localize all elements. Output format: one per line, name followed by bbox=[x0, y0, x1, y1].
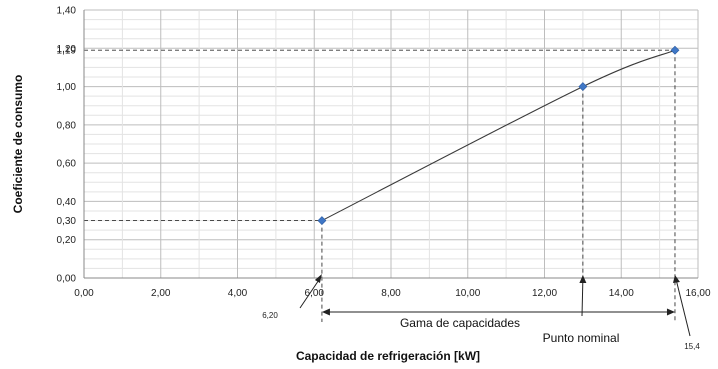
axes bbox=[83, 10, 698, 279]
y-tick-label: 1,19 bbox=[57, 46, 77, 57]
data-point-marker bbox=[578, 82, 588, 91]
annotation-arrow-nominal bbox=[581, 278, 584, 317]
y-tick-label: 0,30 bbox=[57, 216, 77, 227]
x-tick-label: 4,00 bbox=[228, 288, 248, 299]
x-tick-label: 2,00 bbox=[151, 288, 171, 299]
arrowhead-min bbox=[314, 274, 322, 283]
x-tick-label: 8,00 bbox=[381, 288, 401, 299]
data-point-marker bbox=[670, 45, 680, 55]
y-tick-label: 0,00 bbox=[57, 274, 77, 285]
range-arrowhead-right bbox=[666, 308, 675, 316]
series bbox=[317, 45, 680, 225]
data-point-marker bbox=[317, 216, 327, 225]
y-tick-label: 1,40 bbox=[57, 6, 77, 17]
y-tick-label: 0,40 bbox=[57, 197, 77, 208]
annotation-arrow-min bbox=[299, 276, 322, 309]
x-tick-label: 0,00 bbox=[74, 288, 94, 299]
y-axis-label: Coeficiente de consumo bbox=[11, 75, 25, 214]
arrowhead-max bbox=[672, 275, 680, 283]
y-tick-label: 0,60 bbox=[57, 159, 77, 170]
x-tick-label: 12,00 bbox=[532, 288, 557, 299]
label-gama-de-capacidades: Gama de capacidades bbox=[400, 316, 520, 330]
x-tick-labels: 0,00 2,00 4,00 6,00 8,00 10,00 12,00 14,00 16,00 bbox=[74, 288, 711, 299]
series-line bbox=[321, 49, 676, 222]
y-tick-label: 1,20 bbox=[57, 44, 77, 55]
grid bbox=[83, 9, 699, 279]
x-tick-label: 16,00 bbox=[685, 288, 710, 299]
x-axis-label: Capacidad de refrigeración [kW] bbox=[296, 349, 480, 363]
y-tick-label: 1,00 bbox=[57, 82, 77, 93]
x-tick-label: 6,00 bbox=[305, 288, 325, 299]
y-tick-label: 0,20 bbox=[57, 235, 77, 246]
annotation-arrow-max bbox=[675, 278, 691, 337]
x-tick-label: 14,00 bbox=[609, 288, 634, 299]
label-15-4: 15,4 bbox=[684, 342, 700, 351]
y-tick-labels: 0,00 0,20 0,30 0,40 0,60 0,80 1,00 1,191,20 1,40 bbox=[57, 6, 77, 285]
y-tick-label: 0,80 bbox=[57, 120, 77, 131]
arrowhead-nominal bbox=[579, 275, 587, 283]
label-punto-nominal: Punto nominal bbox=[543, 331, 620, 345]
range-arrowhead-left bbox=[321, 308, 330, 316]
x-tick-label: 10,00 bbox=[455, 288, 480, 299]
annotations: 6,20 Punto nominal 15,4 Gama de capacidades bbox=[262, 274, 700, 351]
label-6-20: 6,20 bbox=[262, 311, 278, 320]
